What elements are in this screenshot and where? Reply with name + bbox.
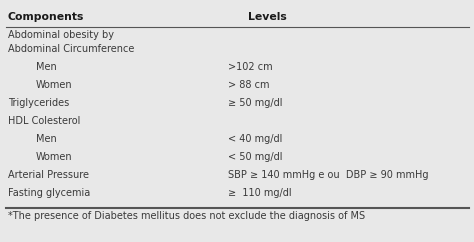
Text: < 40 mg/dl: < 40 mg/dl (228, 134, 283, 144)
Text: ≥ 50 mg/dl: ≥ 50 mg/dl (228, 98, 283, 108)
Text: Arterial Pressure: Arterial Pressure (8, 170, 89, 180)
Text: Triglycerides: Triglycerides (8, 98, 69, 108)
Text: < 50 mg/dl: < 50 mg/dl (228, 152, 283, 162)
Text: *The presence of Diabetes mellitus does not exclude the diagnosis of MS: *The presence of Diabetes mellitus does … (8, 211, 365, 221)
Text: Components: Components (8, 12, 84, 22)
Text: Fasting glycemia: Fasting glycemia (8, 188, 90, 198)
Text: >102 cm: >102 cm (228, 62, 273, 72)
Text: > 88 cm: > 88 cm (228, 80, 270, 90)
Text: Levels: Levels (248, 12, 287, 22)
Text: SBP ≥ 140 mmHg e ou  DBP ≥ 90 mmHg: SBP ≥ 140 mmHg e ou DBP ≥ 90 mmHg (228, 170, 428, 180)
Text: Women: Women (36, 152, 73, 162)
Text: Men: Men (36, 62, 57, 72)
Text: HDL Colesterol: HDL Colesterol (8, 116, 81, 126)
Text: Abdominal obesity by
Abdominal Circumference: Abdominal obesity by Abdominal Circumfer… (8, 30, 134, 54)
Text: ≥  110 mg/dl: ≥ 110 mg/dl (228, 188, 292, 198)
Text: Women: Women (36, 80, 73, 90)
Text: Men: Men (36, 134, 57, 144)
